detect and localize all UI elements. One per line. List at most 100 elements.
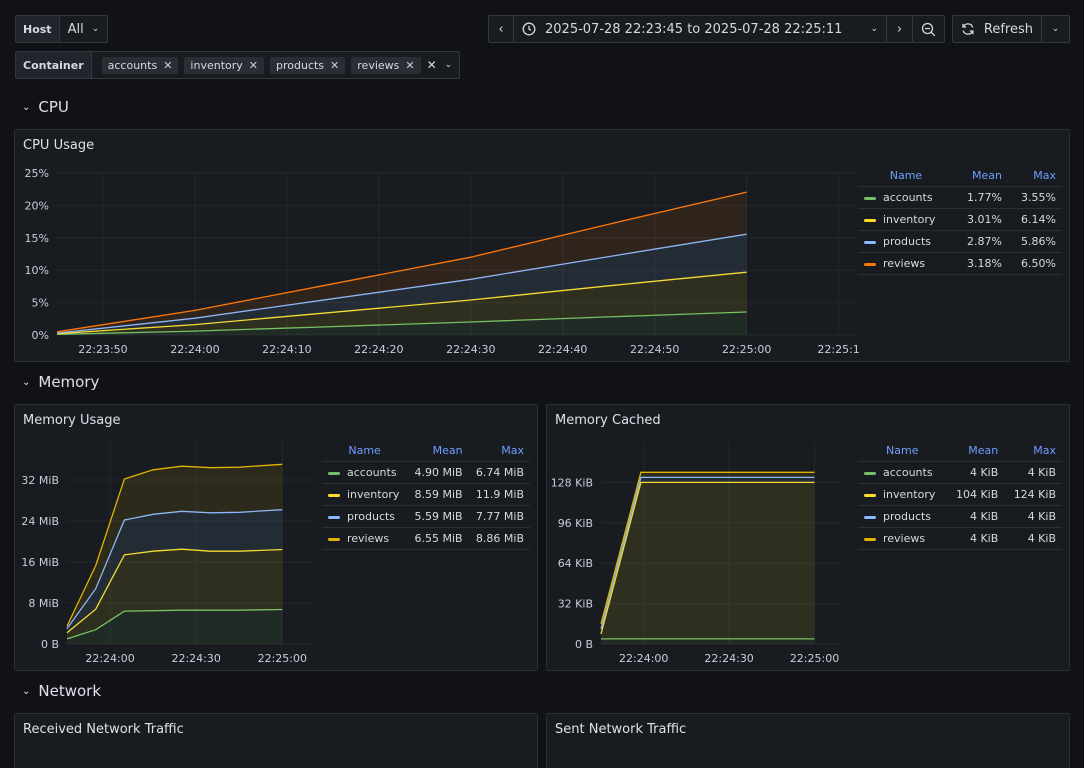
series-color-swatch [328, 493, 340, 497]
refresh-interval-button[interactable]: ⌄ [1041, 15, 1070, 43]
legend-row[interactable]: accounts 4.90 MiB 6.74 MiB [322, 461, 530, 484]
series-color-swatch [328, 537, 340, 541]
legend-header[interactable]: Mean [946, 441, 1005, 462]
legend-max: 8.86 MiB [468, 527, 530, 550]
series-area-accounts [67, 609, 283, 644]
legend-header[interactable]: Name [858, 166, 954, 187]
remove-chip-icon[interactable]: ✕ [330, 58, 340, 72]
legend-mean: 8.59 MiB [407, 483, 469, 506]
legend-max: 4 KiB [1004, 461, 1062, 484]
time-range-picker[interactable]: 2025-07-28 22:23:45 to 2025-07-28 22:25:… [513, 15, 887, 43]
series-area-inventory [601, 482, 815, 639]
legend-row[interactable]: products 5.59 MiB 7.77 MiB [322, 505, 530, 528]
clear-icon[interactable]: ✕ [426, 58, 437, 72]
legend-row[interactable]: inventory 104 KiB 124 KiB [858, 483, 1062, 506]
panel-title: Sent Network Traffic [555, 722, 687, 737]
x-tick-label: 22:25:00 [258, 652, 307, 665]
memory-cached-legend: Name Mean Max accounts 4 KiB 4 KiB inventory 10… [858, 441, 1062, 550]
legend-row[interactable]: inventory 3.01% 6.14% [858, 208, 1062, 231]
container-label: Container [16, 52, 92, 78]
legend-name: products [347, 510, 396, 523]
sent-network-panel[interactable]: Sent Network Traffic [546, 713, 1070, 768]
remove-chip-icon[interactable]: ✕ [248, 58, 258, 72]
legend-mean: 4.90 MiB [407, 461, 469, 484]
series-color-swatch [328, 471, 340, 475]
legend-row[interactable]: reviews 4 KiB 4 KiB [858, 527, 1062, 550]
chevron-down-icon: ⌄ [22, 101, 31, 113]
y-tick-label: 0 B [41, 638, 59, 651]
legend-header[interactable]: Max [1007, 166, 1062, 187]
legend-max: 6.74 MiB [468, 461, 530, 484]
memory-usage-panel[interactable]: Memory Usage 0 B 8 MiB 16 MiB 24 MiB 32 MiB 2… [14, 404, 538, 671]
series-area-reviews [67, 464, 283, 629]
series-line-inventory [56, 271, 747, 335]
chevron-down-icon: ⌄ [870, 24, 878, 34]
legend-row[interactable]: accounts 1.77% 3.55% [858, 186, 1062, 209]
legend-mean: 3.18% [953, 252, 1008, 275]
cpu-legend: Name Mean Max accounts 1.77% 3.55% inventory 3.… [858, 166, 1062, 275]
legend-row[interactable]: reviews 3.18% 6.50% [858, 252, 1062, 275]
zoom-out-button[interactable] [912, 15, 945, 43]
legend-row[interactable]: reviews 6.55 MiB 8.86 MiB [322, 527, 530, 550]
legend-header[interactable]: Max [468, 441, 530, 462]
host-value: All [67, 21, 84, 37]
series-line-accounts [56, 311, 747, 336]
section-cpu[interactable]: ⌄ CPU [22, 98, 69, 116]
series-line-reviews [600, 471, 815, 624]
x-tick-label: 22:25:1 [817, 343, 859, 356]
host-variable[interactable]: Host All ⌄ [15, 15, 108, 43]
legend-header[interactable]: Max [1004, 441, 1062, 462]
series-area-inventory [57, 272, 747, 335]
legend-name: reviews [883, 532, 926, 545]
legend-max: 3.55% [1007, 186, 1062, 209]
memory-usage-legend: Name Mean Max accounts 4.90 MiB 6.74 MiB inven… [322, 441, 530, 550]
y-tick-label: 8 MiB [28, 597, 59, 610]
container-chip[interactable]: products ✕ [270, 56, 346, 74]
received-network-panel[interactable]: Received Network Traffic [14, 713, 538, 768]
section-memory[interactable]: ⌄ Memory [22, 373, 99, 391]
container-chip[interactable]: inventory ✕ [184, 56, 264, 74]
legend-name: reviews [347, 532, 390, 545]
time-forward-button[interactable]: › [886, 15, 913, 43]
x-tick-label: 22:24:00 [619, 652, 668, 665]
y-tick-label: 25% [25, 167, 49, 180]
x-tick-label: 22:24:40 [538, 343, 587, 356]
container-variable[interactable]: Container accounts ✕ inventory ✕ products ✕ re… [15, 51, 460, 79]
cpu-usage-panel[interactable]: CPU Usage 0% 5% 10% 15% 20% 25% 22:23:50 22:24:… [14, 129, 1070, 362]
legend-name: inventory [883, 213, 936, 226]
container-chip[interactable]: accounts ✕ [101, 56, 179, 74]
series-color-swatch [864, 218, 876, 222]
refresh-label: Refresh [983, 21, 1033, 37]
refresh-button[interactable]: Refresh [952, 15, 1042, 43]
legend-row[interactable]: inventory 8.59 MiB 11.9 MiB [322, 483, 530, 506]
legend-header[interactable]: Name [322, 441, 408, 462]
panel-title: CPU Usage [23, 138, 95, 153]
legend-mean: 4 KiB [946, 461, 1005, 484]
series-area-accounts [57, 312, 747, 335]
container-chip[interactable]: reviews ✕ [351, 56, 421, 74]
legend-header[interactable]: Mean [953, 166, 1008, 187]
series-color-swatch [864, 240, 876, 244]
series-color-swatch [864, 493, 876, 497]
legend-max: 4 KiB [1004, 505, 1062, 528]
legend-header[interactable]: Mean [407, 441, 469, 462]
series-line-products [66, 509, 283, 629]
remove-chip-icon[interactable]: ✕ [405, 58, 415, 72]
time-back-button[interactable]: ‹ [488, 15, 514, 43]
series-line-inventory [66, 548, 283, 634]
legend-header[interactable]: Name [858, 441, 947, 462]
chevron-down-icon[interactable]: ⌄ [444, 60, 453, 70]
chevron-down-icon: ⌄ [1051, 24, 1060, 34]
legend-row[interactable]: accounts 4 KiB 4 KiB [858, 461, 1062, 484]
section-network[interactable]: ⌄ Network [22, 682, 101, 700]
remove-chip-icon[interactable]: ✕ [163, 58, 173, 72]
x-tick-label: 22:24:00 [85, 652, 134, 665]
legend-name: inventory [347, 488, 400, 501]
y-tick-label: 10% [25, 264, 49, 277]
memory-cached-panel[interactable]: Memory Cached 0 B 32 KiB 64 KiB 96 KiB 128 K… [546, 404, 1070, 671]
x-tick-label: 22:24:30 [171, 652, 220, 665]
legend-name: inventory [883, 488, 936, 501]
x-tick-label: 22:23:50 [78, 343, 127, 356]
legend-row[interactable]: products 4 KiB 4 KiB [858, 505, 1062, 528]
legend-row[interactable]: products 2.87% 5.86% [858, 230, 1062, 253]
